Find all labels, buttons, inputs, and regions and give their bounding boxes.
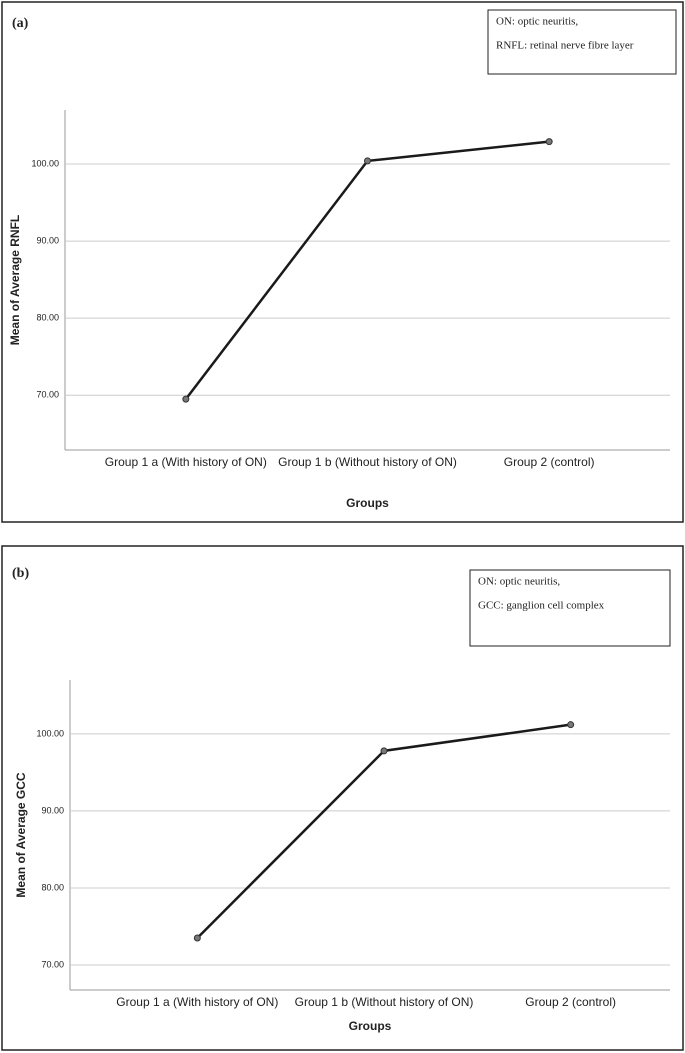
- x-tick-text: Group 2 (control): [503, 456, 595, 469]
- note-box: [469, 569, 671, 647]
- note-text: ON: optic neuritis,: [496, 16, 578, 28]
- panel-label: (a): [12, 16, 29, 31]
- x-axis-title: Groups: [346, 496, 389, 510]
- x-tick-text: Group 1 a (With history of ON): [116, 996, 279, 1009]
- y-tick-label: 100.00: [31, 158, 59, 168]
- x-tick-label: Group 2 (control): [503, 456, 595, 469]
- y-tick-label: 90.00: [41, 805, 64, 815]
- y-tick-label: 90.00: [36, 235, 59, 245]
- y-tick-label: 100.00: [36, 728, 64, 738]
- x-tick-text: Group 1 a (With history of ON): [104, 456, 267, 469]
- note-text: ON: optic neuritis,: [478, 576, 560, 588]
- data-line: [196, 723, 571, 939]
- panel-label: (b): [12, 566, 29, 581]
- note-text: RNFL: retinal nerve fibre layer: [496, 40, 634, 52]
- x-tick-label: Group 1 a (With history of ON): [116, 996, 279, 1009]
- y-tick-label: 80.00: [36, 313, 59, 323]
- data-point: [380, 747, 388, 755]
- data-point: [364, 157, 371, 165]
- x-tick-label: Group 2 (control): [525, 996, 616, 1009]
- x-tick-label: Group 1 b (Without history of ON): [278, 456, 457, 469]
- y-axis-title: Mean of Average GCC: [14, 772, 28, 897]
- data-point: [193, 934, 201, 942]
- x-tick-text: Group 1 b (Without history of ON): [294, 996, 474, 1009]
- panel-border: [1, 545, 684, 1051]
- note-box: [487, 9, 677, 75]
- panel-border: [1, 1, 684, 523]
- x-tick-text: Group 1 b (Without history of ON): [278, 456, 457, 469]
- x-tick-label: Group 1 a (With history of ON): [104, 456, 267, 469]
- data-point: [567, 721, 575, 729]
- y-tick-label: 70.00: [41, 959, 64, 969]
- x-tick-text: Group 2 (control): [525, 996, 616, 1009]
- x-tick-label: Group 1 b (Without history of ON): [294, 996, 474, 1009]
- data-line: [184, 140, 550, 400]
- data-point: [182, 395, 190, 403]
- note-text: GCC: ganglion cell complex: [478, 600, 605, 612]
- x-axis-title: Groups: [349, 1019, 392, 1033]
- y-tick-label: 80.00: [41, 882, 64, 892]
- data-point: [545, 138, 553, 146]
- y-tick-label: 70.00: [36, 390, 59, 400]
- y-axis-title: Mean of Average RNFL: [8, 215, 22, 345]
